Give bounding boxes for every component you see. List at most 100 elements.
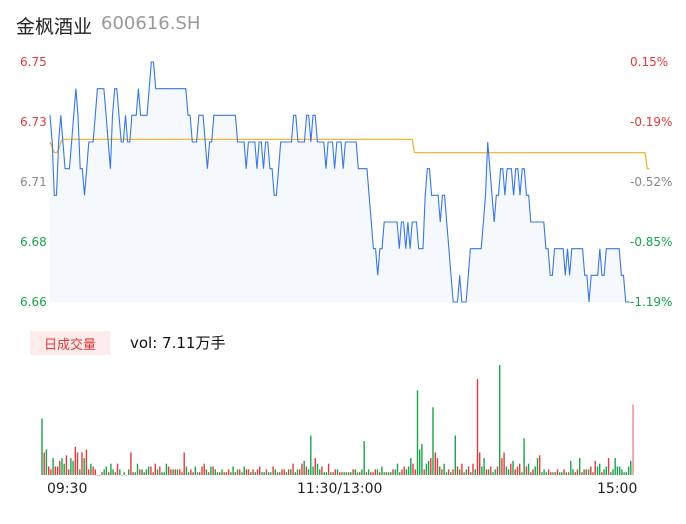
pct-tick-label: 0.15%	[630, 55, 669, 69]
price-area	[50, 62, 630, 302]
volume-bar	[536, 458, 539, 475]
volume-bar	[401, 469, 403, 475]
pct-tick-label: -0.85%	[630, 235, 673, 249]
volume-bar	[301, 463, 303, 475]
volume-bar	[279, 472, 281, 475]
volume-bar	[152, 472, 154, 475]
volume-bar	[334, 469, 336, 475]
volume-bar	[76, 452, 79, 475]
volume-bar	[387, 472, 390, 475]
volume-bar	[119, 469, 121, 475]
volume-bar	[61, 458, 63, 475]
volume-bar	[345, 472, 348, 475]
volume-bar	[552, 472, 554, 475]
volume-bar	[299, 469, 301, 475]
volume-bar	[45, 449, 48, 475]
volume-bar	[290, 469, 292, 475]
volume-bar	[285, 472, 288, 475]
volume-bar	[54, 466, 56, 475]
volume-bar	[550, 472, 552, 475]
volume-bar	[116, 463, 119, 475]
pct-tick-label: -1.19%	[630, 295, 673, 309]
volume-bar	[72, 460, 74, 475]
volume-bar	[545, 472, 547, 475]
volume-bar	[41, 418, 43, 475]
volume-bar	[376, 469, 379, 475]
volume-bar	[547, 469, 550, 475]
volume-bar	[412, 463, 414, 475]
volume-bar	[261, 472, 263, 475]
volume-bar	[307, 469, 310, 475]
volume-bar	[612, 469, 614, 475]
volume-bar	[619, 466, 621, 475]
volume-summary: vol: 7.11万手	[130, 334, 226, 352]
volume-bar	[590, 466, 592, 475]
volume-bar	[416, 390, 419, 475]
volume-bar	[205, 469, 208, 475]
volume-bar	[394, 469, 396, 475]
volume-bar	[154, 463, 156, 475]
volume-bar	[430, 458, 432, 475]
volume-bar	[385, 472, 388, 475]
volume-bar	[492, 472, 494, 475]
volume-bar	[130, 452, 132, 475]
volume-bar	[139, 469, 141, 475]
volume-bar	[339, 472, 341, 475]
volume-bar	[56, 466, 59, 475]
volume-bar	[81, 452, 83, 475]
volume-bar	[563, 469, 565, 475]
volume-bar	[383, 472, 385, 475]
volume-bar	[227, 469, 230, 475]
volume-bar	[525, 466, 528, 475]
volume-bar	[539, 455, 541, 475]
volume-bar	[292, 463, 294, 475]
volume-bar	[96, 475, 99, 476]
volume-bar	[561, 472, 563, 475]
volume-bar	[521, 472, 523, 475]
volume-bar	[354, 469, 356, 475]
volume-bar	[141, 469, 143, 475]
volume-bar	[83, 458, 85, 475]
volume-bar	[423, 469, 425, 475]
volume-bar	[270, 472, 272, 475]
volume-bar	[170, 469, 172, 475]
volume-bar	[145, 469, 148, 475]
volume-bar	[125, 475, 128, 476]
volume-bar	[239, 469, 241, 475]
volume-bar	[363, 441, 365, 475]
volume-bar	[43, 452, 45, 475]
volume-bar	[381, 466, 383, 475]
volume-tab[interactable]: 日成交量	[30, 331, 110, 355]
volume-bar	[48, 466, 50, 475]
volume-bar	[603, 469, 605, 475]
volume-bar	[414, 469, 416, 475]
volume-bar	[201, 466, 203, 475]
volume-bar	[216, 472, 219, 475]
volume-bar	[74, 446, 76, 475]
volume-bar	[599, 463, 601, 475]
volume-bar	[616, 466, 619, 475]
volume-bar	[114, 472, 116, 475]
volume-bar	[445, 472, 448, 475]
volume-bar	[136, 463, 139, 475]
volume-bar	[147, 466, 150, 475]
volume-bar	[128, 469, 130, 475]
volume-bar	[134, 472, 136, 475]
volume-bar	[350, 472, 352, 475]
volume-bar	[265, 469, 268, 475]
volume-bar	[305, 466, 308, 475]
volume-bar	[494, 469, 496, 475]
volume-bar	[523, 438, 525, 475]
volume-bar	[88, 469, 90, 475]
volume-bar	[410, 458, 412, 475]
x-tick-label: 11:30/13:00	[297, 481, 383, 497]
volume-bar	[219, 472, 221, 475]
volume-bar	[79, 469, 81, 475]
volume-bar	[592, 472, 594, 475]
volume-bar	[296, 469, 299, 475]
volume-bar	[370, 472, 372, 475]
volume-bar	[559, 472, 561, 475]
volume-bar	[392, 469, 394, 475]
volume-bar	[594, 460, 596, 475]
volume-bar	[485, 469, 488, 475]
